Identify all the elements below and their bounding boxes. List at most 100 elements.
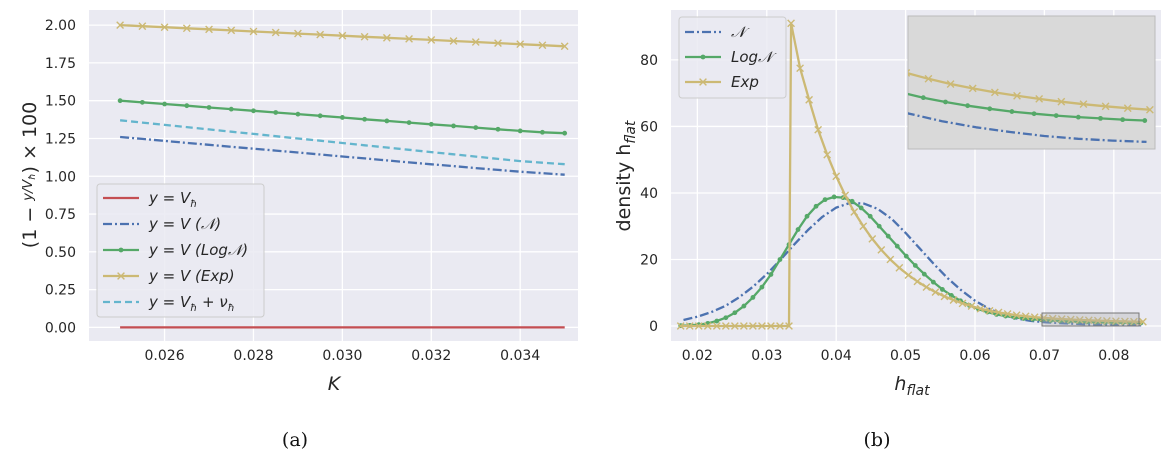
inset-series-2-marker: [1013, 91, 1021, 100]
series-a-2-marker: [117, 98, 123, 104]
inset-series-1-marker: [920, 95, 926, 101]
y-tick-label-a: 1.25: [45, 131, 76, 147]
series-b-1-marker: [822, 197, 828, 203]
inset-series-1: [908, 92, 1145, 122]
y-axis-label-a-den: V: [21, 179, 36, 189]
series-b-1-marker: [813, 203, 819, 209]
series-a-4: [119, 119, 565, 166]
x-tick-label-b: 0.02: [682, 348, 713, 364]
inset-series-1-marker: [1075, 114, 1081, 120]
inset-series-2-marker: [968, 84, 977, 93]
y-axis-label-a: (1 − y/Vħ) × 100: [19, 102, 41, 248]
series-b-2-marker: [814, 125, 823, 134]
series-b-1-marker: [849, 198, 855, 204]
series-b-1-marker: [921, 271, 927, 277]
y-axis-label-a-close: ) × 100: [19, 102, 41, 174]
inset-series-1-marker: [965, 103, 971, 109]
series-b-2-marker: [676, 322, 685, 330]
series-b-2-marker: [904, 271, 913, 280]
y-axis-label-a-den-sub: ħ: [28, 173, 38, 179]
series-b-2-marker: [1048, 314, 1057, 323]
series-b-2-marker: [785, 322, 793, 330]
series-b-2-marker: [685, 322, 694, 330]
series-b-1-marker: [759, 284, 765, 290]
series-b-1-marker: [768, 272, 774, 277]
legend-b: 𝒩 Log𝒩 Exp: [678, 16, 787, 99]
inset-series: [908, 69, 1154, 144]
series-b-1-marker: [912, 263, 918, 268]
y-tick-label-a: 0.25: [45, 283, 76, 299]
series-a-3-marker: [360, 32, 369, 41]
inset-series-1-marker: [943, 99, 948, 105]
series-b-2-marker: [868, 234, 877, 243]
inset-series-2-marker: [1123, 104, 1132, 113]
series-b-2-marker: [1121, 317, 1129, 326]
series-b-2-marker: [749, 322, 757, 330]
series-b-2-marker: [877, 245, 886, 254]
x-tick-label-b: 0.07: [1029, 348, 1060, 364]
series-b-2-marker: [985, 306, 994, 315]
series-a-2-marker: [473, 125, 479, 130]
series-a-2-marker: [495, 126, 501, 132]
series-b-2-marker: [776, 322, 784, 330]
series-a-2-marker: [273, 110, 279, 115]
legend-entry-a-4: y = Vħ + νħ: [103, 293, 235, 314]
x-tick-label-b: 0.06: [959, 348, 990, 364]
series-b-2-marker: [805, 95, 814, 104]
chart-a: 0.026 0.028 0.030 0.032 0.034 0.00 0.25 0.50 0.7…: [19, 10, 578, 451]
inset-series-2-marker: [1101, 102, 1110, 111]
legend-label: y = Vħ: [148, 189, 197, 210]
x-axis-label-a: K: [328, 373, 342, 395]
series-b-2-marker: [694, 322, 703, 330]
series-a-2-marker: [562, 130, 568, 136]
inset-series-1-marker: [1009, 109, 1015, 114]
series-a-3-marker: [205, 25, 213, 34]
panel-caption-b: (b): [864, 429, 891, 451]
y-tick-label-b: 0: [649, 319, 658, 335]
series-b-2-marker: [832, 172, 841, 181]
series-b-2-marker: [796, 64, 804, 73]
series-b-1-marker: [741, 303, 747, 309]
y-tick-label-b: 40: [640, 186, 658, 202]
legend-label: y = V (Log𝒩): [148, 241, 248, 259]
legend-entry-a-1: y = V (𝒩): [103, 215, 221, 233]
series-a-2-marker: [362, 116, 368, 122]
series-b: [676, 19, 1147, 330]
legend-label: y = V (Exp): [148, 267, 235, 285]
series-a-2-marker: [339, 115, 345, 120]
series-a-2-marker: [451, 123, 456, 129]
inset-series-2-marker: [924, 74, 933, 83]
series-a-3-marker: [271, 28, 280, 37]
y-axis-label-a-open: (1 −: [19, 201, 41, 249]
inset-series-1-marker: [987, 106, 993, 112]
series-b-1-marker: [750, 295, 756, 300]
series-a-1: [120, 135, 565, 176]
series-a-3-marker: [405, 34, 413, 43]
series-b-2-marker: [1130, 317, 1138, 326]
legend-label: 𝒩: [731, 23, 750, 41]
y-tick-label-a: 0.50: [45, 245, 76, 261]
series-a-3-marker: [294, 29, 302, 38]
series-b-2-marker: [895, 263, 904, 272]
series-b-2-marker: [1066, 315, 1075, 324]
series-b-2-marker: [913, 277, 922, 286]
inset-series-2: [908, 72, 1150, 111]
series-b-2-marker: [739, 322, 748, 330]
y-tick-label-a: 0.75: [45, 207, 76, 223]
y-tick-label-a: 1.75: [45, 56, 76, 72]
series-b-1-marker: [858, 205, 864, 211]
series-a-3-marker: [516, 40, 525, 49]
series-b-2-marker: [1057, 315, 1066, 323]
series-b-2-marker: [703, 322, 712, 330]
x-tick-label-b: 0.08: [1098, 348, 1129, 364]
x-tick-label-a: 0.030: [322, 348, 362, 364]
series-a-3-marker: [494, 39, 502, 47]
x-axis-label-b-main: h: [894, 373, 906, 395]
legend-label: y = V (𝒩): [148, 215, 221, 233]
panel-caption-a: (a): [282, 429, 308, 451]
x-tick-label-a: 0.032: [411, 348, 451, 364]
inset-series-2-marker: [946, 80, 955, 88]
series-a-2-marker: [540, 129, 545, 135]
y-axis-label-b: density hflat: [613, 120, 639, 231]
legend-entry-a-0: y = Vħ: [103, 189, 197, 210]
